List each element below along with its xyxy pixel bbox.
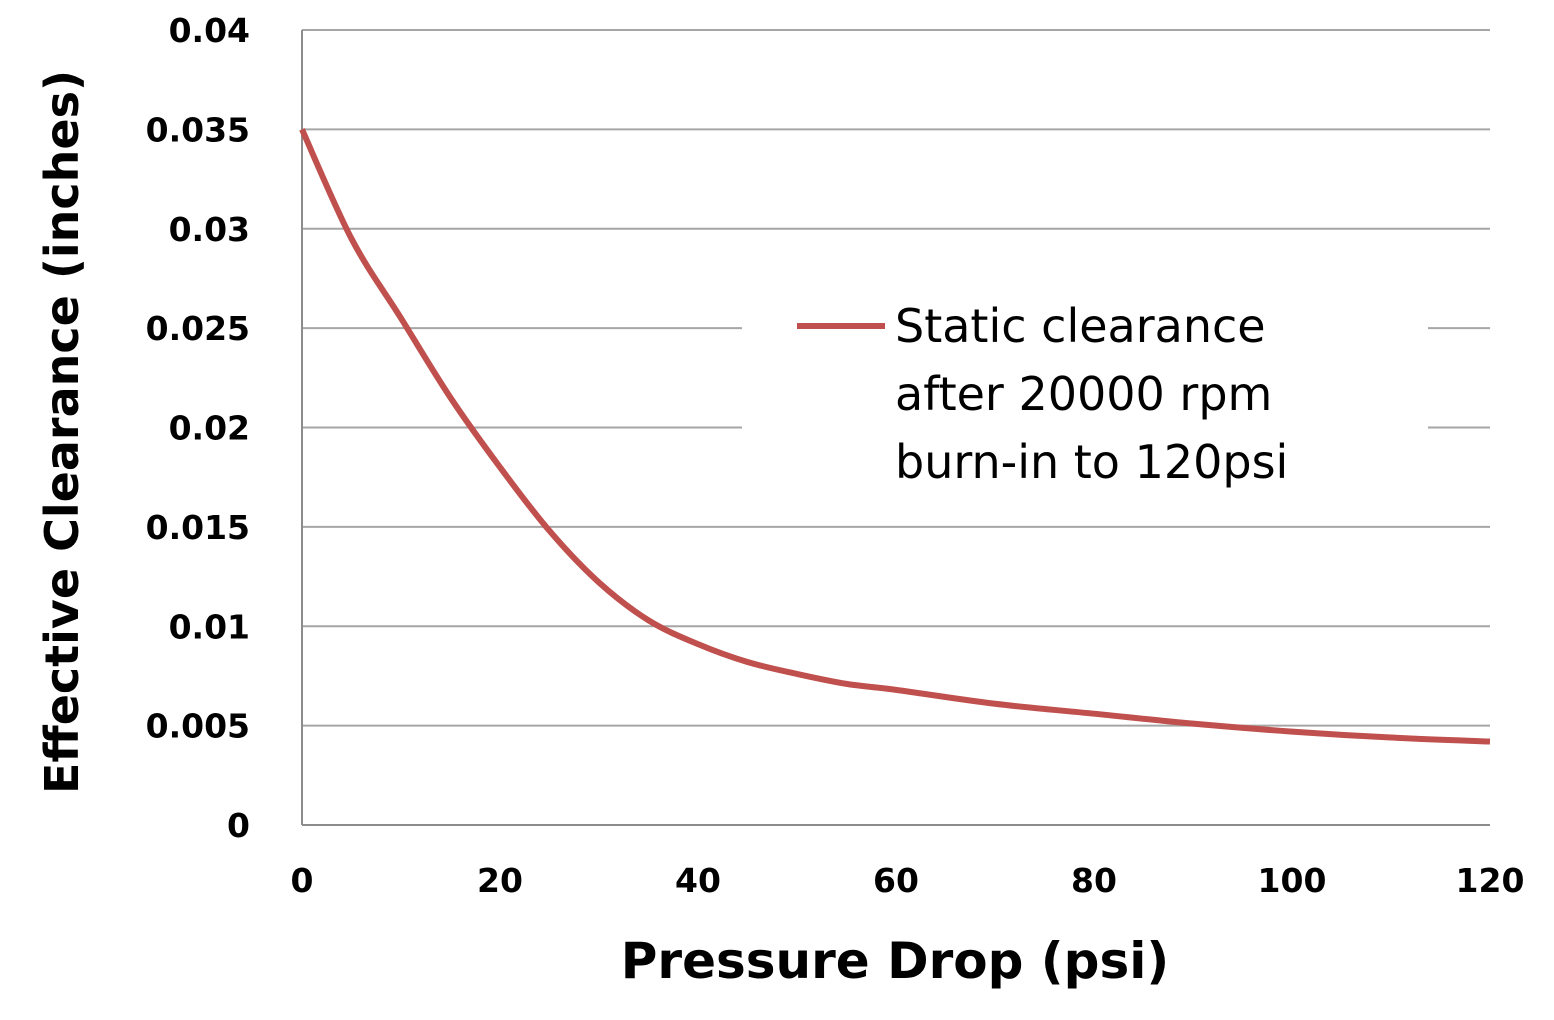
y-tick-label: 0.03: [169, 210, 250, 249]
x-tick-label: 100: [1258, 861, 1327, 900]
series-lines: [299, 128, 1491, 745]
x-tick-label: 80: [1071, 861, 1117, 900]
x-tick-label: 0: [291, 861, 314, 900]
y-tick-label: 0.04: [169, 11, 250, 50]
x-tick-label: 60: [873, 861, 919, 900]
series-line-static-clearance: [299, 128, 1491, 745]
axes: [301, 30, 1490, 826]
y-tick-labels: 0 0.005 0.01 0.015 0.02 0.025 0.03 0.035 0.04: [146, 11, 250, 845]
legend-label-line-1: Static clearance: [895, 299, 1266, 353]
y-tick-label: 0.015: [146, 508, 250, 547]
y-axis-title: Effective Clearance (inches): [35, 70, 89, 794]
x-tick-label: 120: [1456, 861, 1525, 900]
x-tick-label: 20: [477, 861, 523, 900]
legend-label-line-2: after 20000 rpm: [895, 367, 1272, 421]
x-axis-title: Pressure Drop (psi): [621, 932, 1169, 990]
x-tick-label: 40: [675, 861, 721, 900]
legend: Static clearance after 20000 rpm burn-in…: [742, 292, 1428, 502]
y-tick-label: 0.01: [169, 607, 250, 646]
y-tick-label: 0.02: [169, 409, 250, 448]
legend-label-line-3: burn-in to 120psi: [895, 435, 1288, 489]
x-tick-labels: 0 20 40 60 80 100 120: [291, 861, 1525, 900]
y-tick-label: 0.035: [146, 110, 250, 149]
y-tick-label: 0.005: [146, 707, 250, 746]
y-tick-label: 0: [227, 806, 250, 845]
y-tick-label: 0.025: [146, 309, 250, 348]
